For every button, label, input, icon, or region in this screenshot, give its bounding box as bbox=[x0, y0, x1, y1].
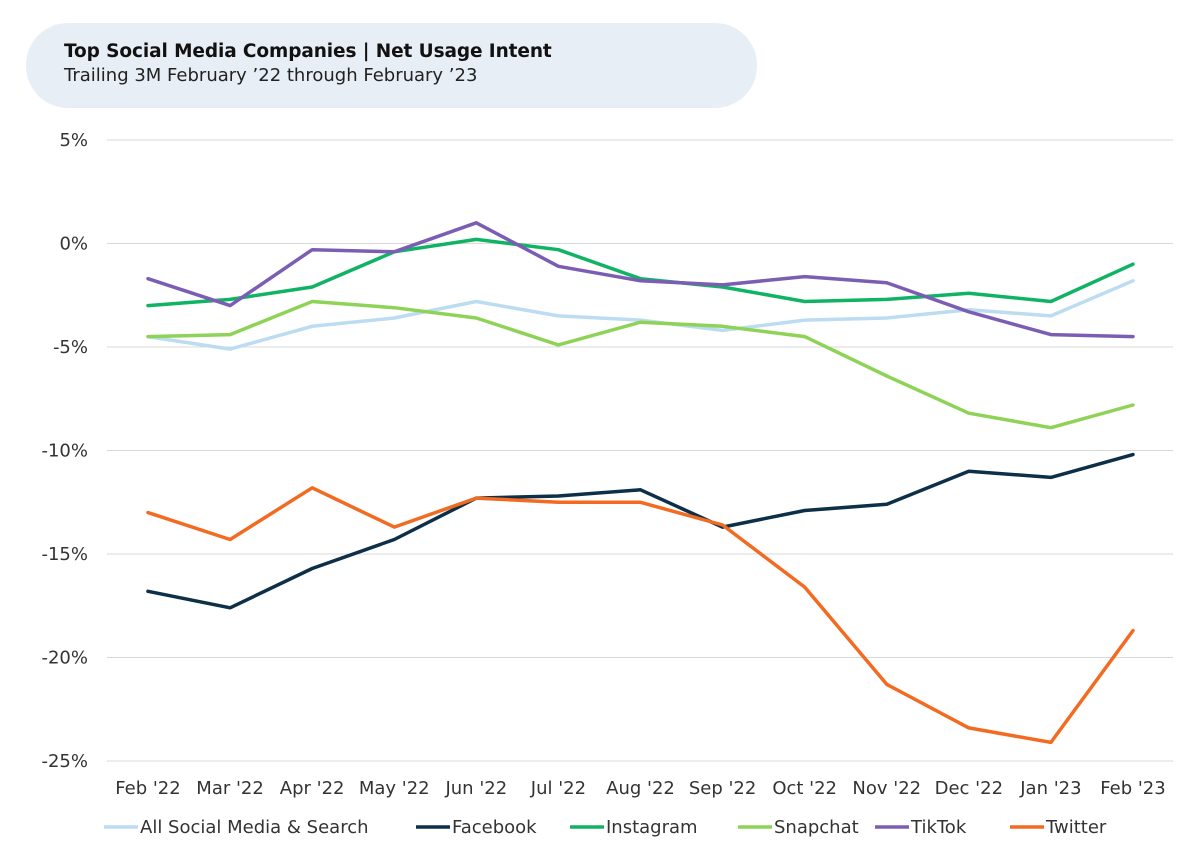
series-line-tiktok bbox=[146, 221, 1135, 339]
x-tick-label: Feb '23 bbox=[1100, 778, 1165, 799]
x-tick-label: Mar '22 bbox=[196, 778, 264, 799]
y-tick-label: -15% bbox=[41, 544, 88, 565]
x-tick-label: Sep '22 bbox=[689, 778, 757, 799]
y-tick-label: -20% bbox=[41, 648, 88, 669]
gridlines bbox=[107, 139, 1173, 762]
y-tick-label: 5% bbox=[59, 130, 88, 151]
chart-subtitle: Trailing 3M February ’22 through Februar… bbox=[64, 65, 478, 86]
y-axis-ticks: 5% 0% -5% -10% -15% -20% -25% bbox=[41, 130, 88, 772]
x-tick-label: Oct '22 bbox=[772, 778, 837, 799]
y-tick-label: -10% bbox=[41, 441, 88, 462]
legend-label-tiktok: TikTok bbox=[910, 817, 967, 838]
y-tick-label: -5% bbox=[53, 337, 88, 358]
chart-title: Top Social Media Companies | Net Usage I… bbox=[64, 41, 552, 62]
series-line-snapchat bbox=[146, 299, 1135, 430]
x-tick-label: Jan '23 bbox=[1019, 778, 1081, 799]
legend-label-instagram: Instagram bbox=[606, 817, 698, 838]
x-tick-label: Feb '22 bbox=[115, 778, 180, 799]
legend-label-all-social-media-search: All Social Media & Search bbox=[140, 817, 369, 838]
x-tick-label: Aug '22 bbox=[606, 778, 675, 799]
x-tick-label: May '22 bbox=[359, 778, 430, 799]
legend-label-snapchat: Snapchat bbox=[774, 817, 859, 838]
x-tick-label: Nov '22 bbox=[852, 778, 921, 799]
legend-label-twitter: Twitter bbox=[1045, 817, 1107, 838]
x-tick-label: Jul '22 bbox=[530, 778, 586, 799]
legend: All Social Media & Search Facebook Instagr… bbox=[104, 817, 1107, 838]
legend-label-facebook: Facebook bbox=[452, 817, 537, 838]
x-tick-label: Dec '22 bbox=[935, 778, 1003, 799]
series-lines bbox=[146, 221, 1135, 745]
series-line-instagram bbox=[146, 237, 1135, 308]
chart-header: Top Social Media Companies | Net Usage I… bbox=[26, 23, 757, 108]
y-tick-label: -25% bbox=[41, 751, 88, 772]
x-tick-label: Jun '22 bbox=[444, 778, 507, 799]
x-axis-ticks: Feb '22 Mar '22 Apr '22 May '22 Jun '22 Jul '… bbox=[115, 778, 1165, 799]
y-tick-label: 0% bbox=[59, 234, 88, 255]
series-line-all-social-media-search bbox=[146, 279, 1135, 351]
x-tick-label: Apr '22 bbox=[280, 778, 345, 799]
series-line-twitter bbox=[146, 486, 1135, 745]
series-line-facebook bbox=[146, 452, 1135, 610]
